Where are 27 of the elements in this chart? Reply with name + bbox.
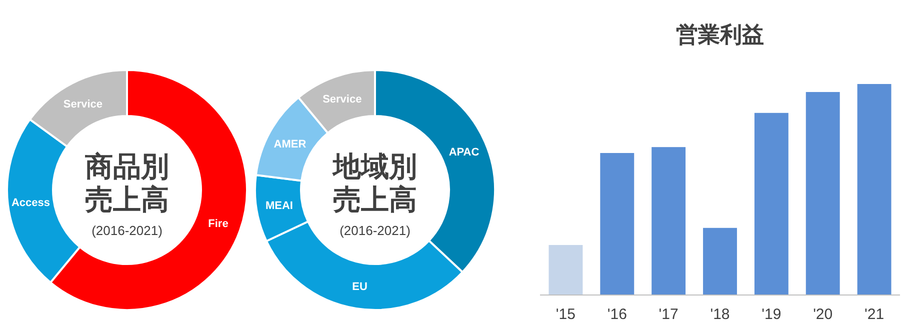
bar [652, 147, 686, 295]
x-tick-label: '16 [607, 306, 627, 323]
slice-label: MEAI [265, 200, 293, 212]
text: (2016-2021) [340, 223, 410, 238]
slice-label: Service [63, 98, 103, 111]
x-tick-label: '18 [710, 306, 730, 323]
slice-label: AMER [274, 138, 306, 150]
text: 地域別売上高 [331, 151, 417, 215]
bar [806, 92, 840, 295]
x-tick-label: '20 [813, 306, 833, 323]
chart-title: 営業利益 [676, 22, 764, 47]
bar [548, 244, 583, 295]
x-tick-label: '21 [864, 306, 884, 323]
bar [703, 228, 737, 295]
x-tick-label: '15 [556, 306, 576, 323]
bar [754, 112, 788, 295]
x-tick-label: '17 [658, 306, 678, 323]
slice-label: Access [11, 197, 50, 210]
slice-label: APAC [448, 146, 480, 158]
text: (2016-2021) [92, 223, 162, 238]
bar [857, 84, 892, 295]
x-tick-label: '19 [762, 306, 782, 323]
text: 商品別売上高 [84, 151, 169, 215]
slice-label: Service [322, 94, 362, 106]
bar [600, 152, 634, 295]
slice-label: Fire [208, 218, 228, 230]
slice-label: EU [352, 280, 368, 293]
